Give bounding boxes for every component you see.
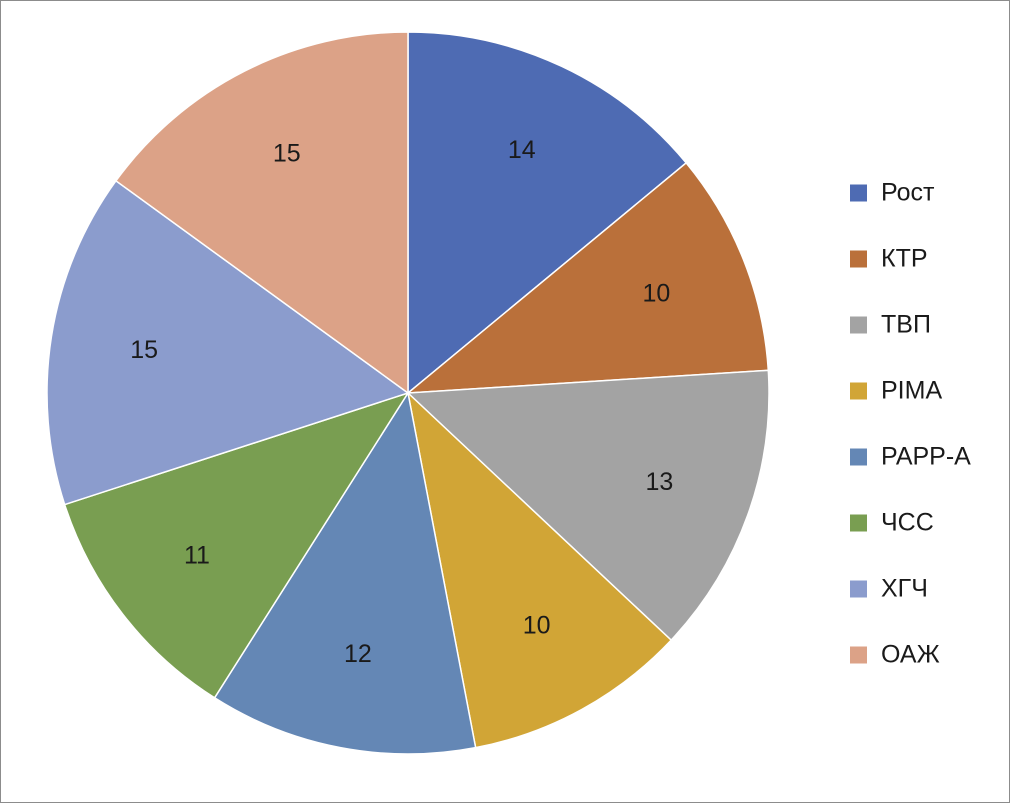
slice-value-label: 13: [645, 468, 673, 496]
legend-label: КТР: [881, 245, 928, 273]
legend-swatch: [850, 514, 867, 532]
legend-swatch: [850, 382, 867, 400]
legend-label: ОАЖ: [881, 641, 940, 669]
legend-label: ХГЧ: [881, 575, 928, 603]
slice-value-label: 15: [130, 336, 158, 364]
pie-slice-3: [406, 369, 770, 642]
pie-slice-4: [406, 390, 673, 749]
pie-slice-7: [46, 179, 410, 506]
legend-swatch: [850, 184, 867, 202]
legend-swatch: [850, 448, 867, 466]
legend-label: PIMA: [881, 377, 942, 405]
legend: Рост КТР ТВП PIMA PAPP-A ЧСС ХГЧ ОАЖ: [850, 179, 971, 669]
pie-slice-1: [407, 31, 688, 395]
legend-label: PAPP-A: [881, 443, 971, 471]
pie-slice-8: [114, 31, 409, 395]
pie-slices: [46, 31, 770, 755]
slice-value-label: 12: [344, 640, 372, 668]
slice-value-label: 11: [184, 541, 210, 569]
pie-slice-5: [213, 390, 477, 755]
legend-swatch: [850, 316, 867, 334]
legend-swatch: [850, 646, 867, 664]
legend-swatch: [850, 250, 867, 268]
pie-slice-2: [405, 161, 770, 394]
slice-value-label: 14: [508, 136, 536, 164]
pie-slice-6: [63, 391, 410, 699]
slice-value-label: 10: [523, 612, 551, 640]
legend-label: ЧСС: [881, 509, 934, 537]
slice-value-label: 15: [273, 140, 301, 168]
legend-label: ТВП: [881, 311, 931, 339]
legend-label: Рост: [881, 179, 935, 207]
slice-value-label: 10: [642, 279, 670, 307]
legend-swatch: [850, 580, 867, 598]
pie-data-labels: 14 10 13 10 12 11 15 15: [130, 136, 673, 668]
